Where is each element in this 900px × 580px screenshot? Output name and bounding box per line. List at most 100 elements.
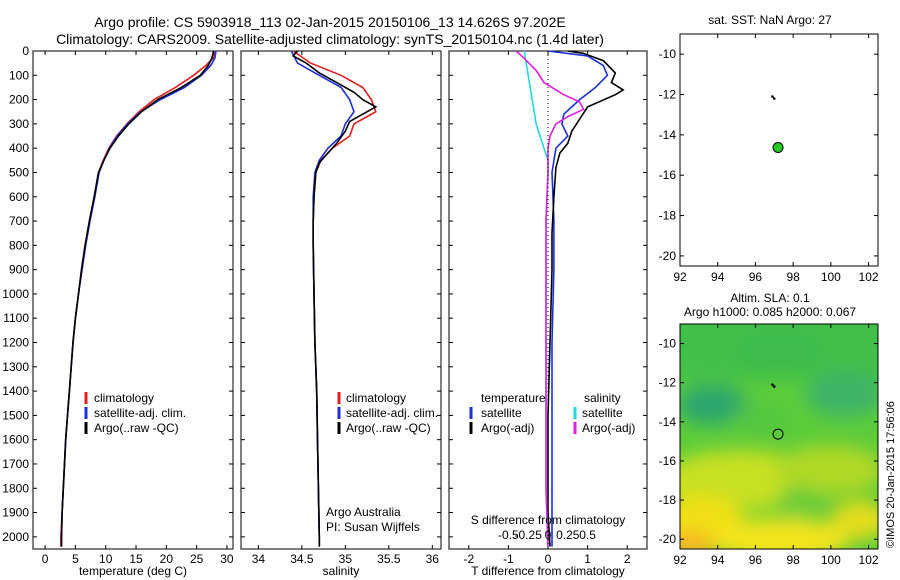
y-tick-label: -18: [659, 493, 677, 507]
series-line-satellite-adj-clim-: [290, 50, 355, 547]
x-tick-label: 100: [821, 270, 841, 284]
legend-heading-salinity: salinity: [584, 391, 621, 405]
temperature-legend: climatology satellite-adj. clim. Argo(..…: [84, 391, 186, 435]
y-tick-label: -12: [659, 88, 677, 102]
y-tick-label: -20: [659, 249, 677, 263]
s-tick-label: -0.5: [498, 528, 519, 542]
x-tick-label: 34: [252, 552, 266, 566]
legend-heading-temperature: temperature: [481, 391, 546, 405]
y-tick-label: -14: [659, 128, 677, 142]
difference-xlabel: T difference from climatology: [471, 564, 625, 578]
y-tick-label: -10: [659, 337, 677, 351]
x-tick-label: 20: [160, 552, 174, 566]
x-tick-label: 96: [749, 553, 763, 567]
float-position-marker: [772, 428, 784, 440]
sla-heatmap: [680, 324, 878, 549]
salinity-panel-frame: [240, 50, 442, 550]
x-tick-label: 92: [673, 553, 687, 567]
legend-label-temp-satellite: satellite: [481, 406, 522, 420]
y-tick-label: 1500: [2, 408, 29, 422]
y-tick-label: -12: [659, 376, 677, 390]
x-tick-label: 102: [859, 270, 879, 284]
s-tick-label: 0.5: [579, 528, 596, 542]
x-tick-label: 94: [711, 553, 725, 567]
x-tick-label: 100: [821, 553, 841, 567]
y-tick-label: -20: [659, 532, 677, 546]
series-line-argo-raw-qc-: [60, 50, 215, 547]
credit-org: Argo Australia: [326, 505, 401, 519]
x-tick-label: 94: [711, 270, 725, 284]
y-tick-label: -16: [659, 168, 677, 182]
track-point: [772, 97, 776, 100]
x-tick-label: 2: [624, 552, 631, 566]
y-tick-label: -18: [659, 209, 677, 223]
y-tick-label: 0: [22, 44, 29, 58]
series-line-argo-raw-qc-: [291, 50, 378, 547]
y-tick-label: 1700: [2, 457, 29, 471]
x-tick-label: 30: [220, 552, 234, 566]
y-tick-label: 800: [9, 238, 29, 252]
temperature-panel-frame: [32, 50, 234, 550]
x-tick-label: 102: [859, 553, 879, 567]
imos-credit: ©IMOS 20-Jan-2015 17:56:06: [885, 401, 897, 548]
y-tick-label: 1800: [2, 481, 29, 495]
credit-pi: PI: Susan Wijffels: [326, 520, 420, 534]
y-tick-label: 1000: [2, 287, 29, 301]
figure-title-line2: Climatology: CARS2009. Satellite-adjuste…: [56, 31, 604, 47]
series-line-climatology: [292, 50, 377, 547]
series-line-climatology: [60, 50, 216, 547]
y-tick-label: 900: [9, 263, 29, 277]
temperature-xlabel: temperature (deg C): [79, 564, 187, 578]
sla-map-title-line1: Altim. SLA: 0.1: [730, 291, 810, 305]
x-tick-label: 15: [129, 552, 143, 566]
x-tick-label: 92: [673, 270, 687, 284]
series-line-salinity-satellite: [523, 50, 549, 547]
x-tick-label: 25: [190, 552, 204, 566]
y-tick-label: 1300: [2, 360, 29, 374]
y-tick-label: 1900: [2, 506, 29, 520]
track-point: [772, 385, 776, 388]
y-tick-label: 1600: [2, 433, 29, 447]
s-tick-label: 0: [545, 528, 552, 542]
x-tick-label: 0: [545, 552, 552, 566]
x-tick-label: 1: [584, 552, 591, 566]
track-point: [771, 383, 774, 386]
salinity-xlabel: salinity: [323, 564, 360, 578]
legend-label-sal-argo: Argo(-adj): [582, 421, 635, 435]
sla-map-frame: [679, 323, 879, 550]
y-tick-label: 200: [9, 93, 29, 107]
track-point: [771, 95, 774, 98]
x-tick-label: 35: [339, 552, 353, 566]
x-tick-label: 35.5: [377, 552, 401, 566]
x-tick-label: 5: [72, 552, 79, 566]
difference-legend: temperature satellite Argo(-adj) salinit…: [469, 391, 635, 527]
series-line-satellite-adj-clim-: [60, 50, 217, 547]
x-tick-label: -2: [463, 552, 474, 566]
sla-map-title-line2: Argo h1000: 0.085 h2000: 0.067: [684, 305, 856, 319]
series-line-temperature-argo-adj-: [547, 50, 625, 547]
y-tick-label: -10: [659, 47, 677, 61]
s-tick-label: -0.25: [515, 528, 543, 542]
y-tick-label: 300: [9, 117, 29, 131]
y-tick-label: 700: [9, 214, 29, 228]
legend-label-climatology: climatology: [346, 391, 406, 405]
series-line-salinity-argo-adj-: [515, 50, 585, 547]
y-tick-label: 500: [9, 165, 29, 179]
y-tick-label: -14: [659, 415, 677, 429]
y-tick-label: 600: [9, 190, 29, 204]
y-tick-label: 400: [9, 141, 29, 155]
legend-label-temp-argo: Argo(-adj): [481, 421, 534, 435]
x-tick-label: 34.5: [290, 552, 314, 566]
figure-title-line1: Argo profile: CS 5903918_113 02-Jan-2015…: [94, 14, 566, 30]
legend-label-sal-satellite: satellite: [582, 406, 623, 420]
x-tick-label: 98: [786, 553, 800, 567]
legend-label-climatology: climatology: [94, 391, 154, 405]
s-difference-label: S difference from climatology: [471, 513, 626, 527]
x-tick-label: 10: [99, 552, 113, 566]
s-tick-label: 0.25: [556, 528, 580, 542]
float-position-marker: [772, 141, 784, 153]
series-line-temperature-satellite: [547, 50, 609, 547]
y-tick-label: 2000: [2, 530, 29, 544]
y-tick-label: 1100: [3, 311, 29, 325]
